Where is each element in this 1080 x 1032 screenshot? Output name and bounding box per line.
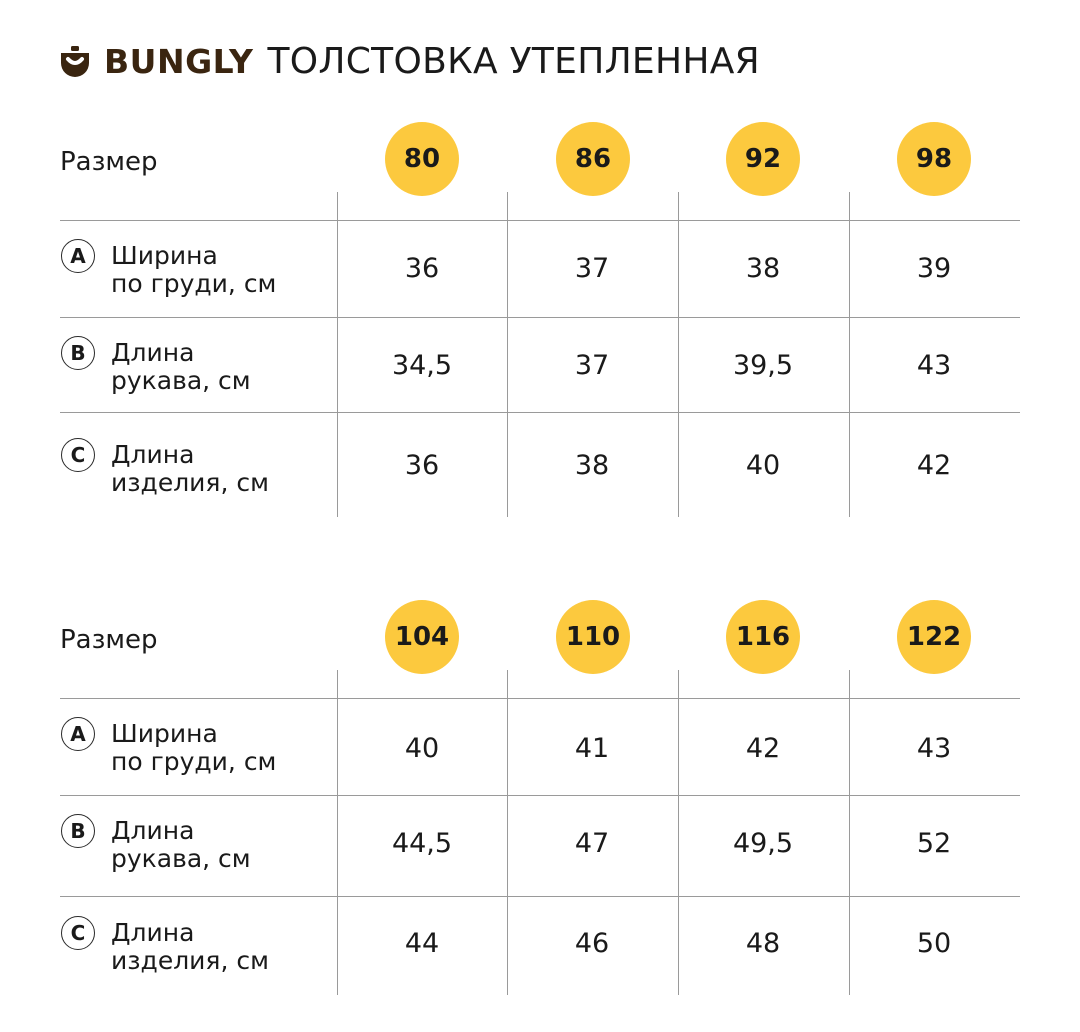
measure-name: Длина рукава, см	[111, 817, 251, 873]
measure-name: Длина изделия, см	[111, 919, 269, 975]
row-divider	[60, 317, 1020, 318]
measure-value: 38	[574, 450, 610, 481]
measure-name-line1: Длина	[111, 918, 195, 947]
measure-value: 37	[574, 253, 610, 284]
column-divider	[849, 192, 850, 517]
measure-value: 41	[574, 733, 610, 764]
measure-value: 44	[404, 928, 440, 959]
measure-value: 40	[404, 733, 440, 764]
size-badge: 104	[385, 600, 459, 674]
measure-value: 36	[404, 450, 440, 481]
row-divider	[60, 795, 1020, 796]
column-divider	[507, 192, 508, 517]
measure-value: 40	[745, 450, 781, 481]
column-divider	[337, 192, 338, 517]
size-badge: 80	[385, 122, 459, 196]
measure-letter-b: B	[61, 336, 95, 370]
column-divider	[849, 670, 850, 995]
size-badge: 116	[726, 600, 800, 674]
smile-bag-icon	[61, 46, 89, 77]
measure-name: Длина изделия, см	[111, 441, 269, 497]
measure-value: 43	[916, 350, 952, 381]
measure-value: 47	[574, 828, 610, 859]
measure-name: Длина рукава, см	[111, 339, 251, 395]
measure-name-line1: Длина	[111, 440, 195, 469]
measure-value: 38	[745, 253, 781, 284]
measure-value: 49,5	[732, 828, 794, 859]
measure-value: 34,5	[391, 350, 453, 381]
row-divider	[60, 412, 1020, 413]
size-badge: 110	[556, 600, 630, 674]
measure-letter-b: B	[61, 814, 95, 848]
measure-name-line2: по груди, см	[111, 747, 277, 776]
size-badge: 92	[726, 122, 800, 196]
size-label: Размер	[60, 147, 158, 177]
measure-name-line1: Длина	[111, 338, 195, 367]
size-badge: 86	[556, 122, 630, 196]
measure-value: 48	[745, 928, 781, 959]
measure-value: 44,5	[391, 828, 453, 859]
measure-name-line2: рукава, см	[111, 366, 251, 395]
measure-name: Ширина по груди, см	[111, 242, 276, 298]
measure-name-line1: Длина	[111, 816, 195, 845]
measure-value: 37	[574, 350, 610, 381]
measure-letter-c: C	[61, 438, 95, 472]
measure-name: Ширина по груди, см	[111, 720, 276, 776]
size-label: Размер	[60, 625, 158, 655]
measure-value: 42	[916, 450, 952, 481]
measure-value: 46	[574, 928, 610, 959]
size-badge: 98	[897, 122, 971, 196]
measure-name-line2: изделия, см	[111, 468, 269, 497]
measure-value: 52	[916, 828, 952, 859]
size-badge: 122	[897, 600, 971, 674]
column-divider	[678, 192, 679, 517]
measure-name-line2: изделия, см	[111, 946, 269, 975]
measure-value: 42	[745, 733, 781, 764]
column-divider	[507, 670, 508, 995]
measure-name-line2: по груди, см	[111, 269, 277, 298]
measure-value: 39	[916, 253, 952, 284]
measure-letter-c: C	[61, 916, 95, 950]
column-divider	[337, 670, 338, 995]
row-divider	[60, 220, 1020, 221]
measure-value: 36	[404, 253, 440, 284]
measure-letter-a: A	[61, 239, 95, 273]
column-divider	[678, 670, 679, 995]
measure-value: 50	[916, 928, 952, 959]
measure-letter-a: A	[61, 717, 95, 751]
row-divider	[60, 698, 1020, 699]
measure-value: 39,5	[732, 350, 794, 381]
product-title: ТОЛСТОВКА УТЕПЛЕННАЯ	[267, 40, 760, 82]
brand-name: BUNGLY	[104, 41, 254, 81]
row-divider	[60, 896, 1020, 897]
measure-name-line1: Ширина	[111, 241, 218, 270]
measure-name-line2: рукава, см	[111, 844, 251, 873]
page-header: BUNGLY ТОЛСТОВКА УТЕПЛЕННАЯ	[58, 36, 760, 86]
measure-value: 43	[916, 733, 952, 764]
measure-name-line1: Ширина	[111, 719, 218, 748]
